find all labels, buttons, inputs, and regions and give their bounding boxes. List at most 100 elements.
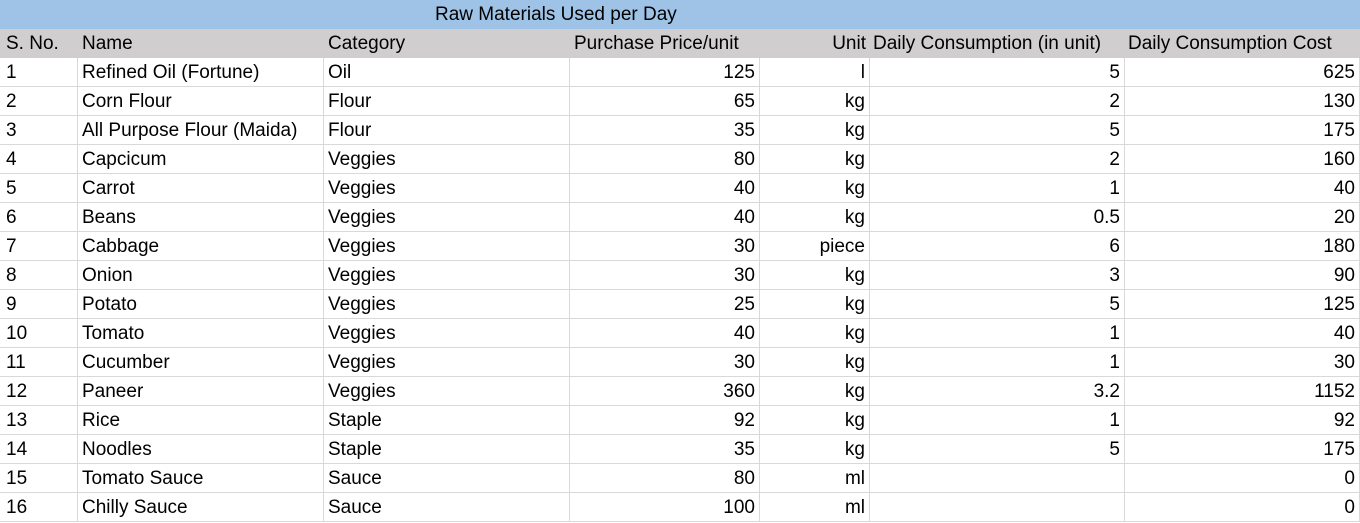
cell-daily-consumption[interactable]: 0.5 xyxy=(870,203,1125,232)
cell-unit[interactable]: ml xyxy=(760,493,870,522)
cell-purchase-price[interactable]: 35 xyxy=(570,116,760,145)
cell-daily-cost[interactable]: 92 xyxy=(1125,406,1360,435)
cell-category[interactable]: Flour xyxy=(324,87,570,116)
cell-name[interactable]: Capcicum xyxy=(78,145,324,174)
cell-daily-cost[interactable]: 0 xyxy=(1125,493,1360,522)
cell-name[interactable]: Refined Oil (Fortune) xyxy=(78,58,324,87)
cell-daily-cost[interactable]: 0 xyxy=(1125,464,1360,493)
cell-s-no[interactable]: 3 xyxy=(0,116,78,145)
cell-purchase-price[interactable]: 100 xyxy=(570,493,760,522)
cell-s-no[interactable]: 13 xyxy=(0,406,78,435)
cell-category[interactable]: Oil xyxy=(324,58,570,87)
cell-category[interactable]: Veggies xyxy=(324,261,570,290)
cell-daily-consumption[interactable] xyxy=(870,464,1125,493)
header-category[interactable]: Category xyxy=(328,33,406,54)
cell-name[interactable]: Tomato xyxy=(78,319,324,348)
cell-name[interactable]: Potato xyxy=(78,290,324,319)
cell-category[interactable]: Veggies xyxy=(324,377,570,406)
cell-purchase-price[interactable]: 30 xyxy=(570,232,760,261)
cell-daily-cost[interactable]: 40 xyxy=(1125,174,1360,203)
cell-purchase-price[interactable]: 35 xyxy=(570,435,760,464)
cell-s-no[interactable]: 7 xyxy=(0,232,78,261)
cell-daily-cost[interactable]: 40 xyxy=(1125,319,1360,348)
cell-name[interactable]: Beans xyxy=(78,203,324,232)
cell-name[interactable]: Chilly Sauce xyxy=(78,493,324,522)
cell-category[interactable]: Veggies xyxy=(324,290,570,319)
cell-unit[interactable]: kg xyxy=(760,435,870,464)
cell-daily-consumption[interactable]: 1 xyxy=(870,319,1125,348)
header-name[interactable]: Name xyxy=(82,33,133,54)
cell-unit[interactable]: kg xyxy=(760,348,870,377)
cell-purchase-price[interactable]: 25 xyxy=(570,290,760,319)
header-purchase-price[interactable]: Purchase Price/unit xyxy=(574,33,739,54)
cell-s-no[interactable]: 10 xyxy=(0,319,78,348)
cell-daily-cost[interactable]: 160 xyxy=(1125,145,1360,174)
cell-daily-cost[interactable]: 175 xyxy=(1125,116,1360,145)
cell-s-no[interactable]: 1 xyxy=(0,58,78,87)
cell-name[interactable]: Cucumber xyxy=(78,348,324,377)
cell-daily-cost[interactable]: 130 xyxy=(1125,87,1360,116)
cell-s-no[interactable]: 9 xyxy=(0,290,78,319)
cell-daily-consumption[interactable]: 5 xyxy=(870,58,1125,87)
cell-name[interactable]: Noodles xyxy=(78,435,324,464)
header-unit[interactable]: Unit xyxy=(832,33,866,54)
cell-daily-cost[interactable]: 1152 xyxy=(1125,377,1360,406)
cell-daily-cost[interactable]: 30 xyxy=(1125,348,1360,377)
cell-name[interactable]: Tomato Sauce xyxy=(78,464,324,493)
cell-category[interactable]: Flour xyxy=(324,116,570,145)
cell-purchase-price[interactable]: 30 xyxy=(570,261,760,290)
cell-category[interactable]: Staple xyxy=(324,406,570,435)
cell-daily-consumption[interactable]: 1 xyxy=(870,406,1125,435)
cell-daily-cost[interactable]: 180 xyxy=(1125,232,1360,261)
cell-category[interactable]: Veggies xyxy=(324,203,570,232)
cell-name[interactable]: Onion xyxy=(78,261,324,290)
cell-s-no[interactable]: 5 xyxy=(0,174,78,203)
header-s-no[interactable]: S. No. xyxy=(6,33,59,54)
cell-category[interactable]: Sauce xyxy=(324,493,570,522)
cell-daily-cost[interactable]: 175 xyxy=(1125,435,1360,464)
cell-s-no[interactable]: 2 xyxy=(0,87,78,116)
cell-daily-consumption[interactable]: 1 xyxy=(870,348,1125,377)
cell-daily-consumption[interactable]: 3.2 xyxy=(870,377,1125,406)
header-daily-consumption[interactable]: Daily Consumption (in unit) xyxy=(873,33,1102,54)
header-daily-cost[interactable]: Daily Consumption Cost xyxy=(1128,33,1332,54)
cell-unit[interactable]: kg xyxy=(760,290,870,319)
cell-s-no[interactable]: 12 xyxy=(0,377,78,406)
cell-unit[interactable]: kg xyxy=(760,87,870,116)
cell-purchase-price[interactable]: 65 xyxy=(570,87,760,116)
cell-s-no[interactable]: 4 xyxy=(0,145,78,174)
cell-unit[interactable]: kg xyxy=(760,319,870,348)
cell-daily-cost[interactable]: 625 xyxy=(1125,58,1360,87)
cell-purchase-price[interactable]: 360 xyxy=(570,377,760,406)
cell-purchase-price[interactable]: 40 xyxy=(570,203,760,232)
cell-daily-consumption[interactable]: 1 xyxy=(870,174,1125,203)
cell-purchase-price[interactable]: 40 xyxy=(570,319,760,348)
cell-category[interactable]: Veggies xyxy=(324,174,570,203)
cell-daily-consumption[interactable]: 3 xyxy=(870,261,1125,290)
cell-s-no[interactable]: 11 xyxy=(0,348,78,377)
cell-daily-consumption[interactable]: 5 xyxy=(870,435,1125,464)
cell-daily-cost[interactable]: 90 xyxy=(1125,261,1360,290)
cell-unit[interactable]: kg xyxy=(760,203,870,232)
cell-daily-consumption[interactable]: 2 xyxy=(870,87,1125,116)
cell-unit[interactable]: kg xyxy=(760,261,870,290)
cell-purchase-price[interactable]: 125 xyxy=(570,58,760,87)
cell-unit[interactable]: piece xyxy=(760,232,870,261)
cell-unit[interactable]: kg xyxy=(760,174,870,203)
cell-s-no[interactable]: 14 xyxy=(0,435,78,464)
cell-daily-consumption[interactable]: 2 xyxy=(870,145,1125,174)
cell-name[interactable]: Rice xyxy=(78,406,324,435)
cell-purchase-price[interactable]: 80 xyxy=(570,145,760,174)
cell-category[interactable]: Veggies xyxy=(324,145,570,174)
cell-daily-consumption[interactable] xyxy=(870,493,1125,522)
cell-category[interactable]: Veggies xyxy=(324,348,570,377)
cell-name[interactable]: Carrot xyxy=(78,174,324,203)
cell-purchase-price[interactable]: 40 xyxy=(570,174,760,203)
cell-unit[interactable]: kg xyxy=(760,116,870,145)
cell-s-no[interactable]: 8 xyxy=(0,261,78,290)
cell-unit[interactable]: kg xyxy=(760,145,870,174)
cell-daily-consumption[interactable]: 5 xyxy=(870,116,1125,145)
cell-purchase-price[interactable]: 92 xyxy=(570,406,760,435)
cell-daily-cost[interactable]: 20 xyxy=(1125,203,1360,232)
cell-s-no[interactable]: 6 xyxy=(0,203,78,232)
